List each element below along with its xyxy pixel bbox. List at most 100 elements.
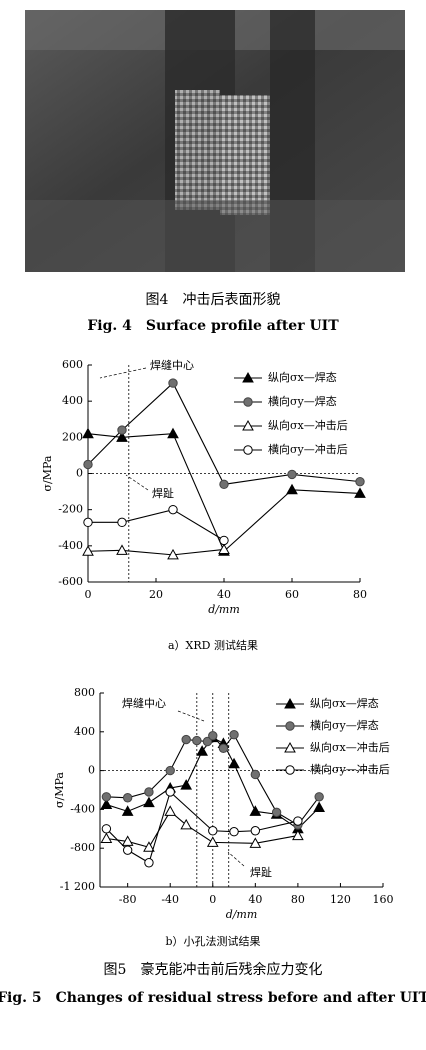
marker — [101, 792, 112, 802]
x-tick-label: 80 — [291, 893, 305, 906]
x-tick-label: 40 — [248, 893, 262, 906]
x-tick-label: 0 — [85, 588, 92, 601]
marker — [100, 832, 113, 843]
series-line — [87, 433, 361, 553]
marker — [144, 858, 154, 868]
marker — [165, 765, 175, 776]
x-tick-label: -80 — [119, 893, 137, 906]
y-tick-label: 800 — [74, 686, 95, 699]
figure-caption-en: Fig. 5 Changes of residual stress before… — [0, 990, 426, 1006]
x-tick-label: 0 — [209, 893, 216, 906]
y-tick-label: 0 — [76, 467, 83, 480]
marker — [208, 826, 218, 836]
marker — [287, 469, 297, 480]
x-tick-label: 160 — [373, 893, 394, 906]
x-tick-label: 80 — [353, 588, 367, 601]
marker — [180, 779, 193, 790]
chart: -600 -400 -200 0 200 400 600 0 20 40 60 80 d/mm σ/MPa… — [41, 358, 367, 652]
marker — [143, 841, 155, 852]
marker — [229, 730, 239, 740]
legend-marker — [242, 419, 254, 431]
legend-label: 横向σy—冲击后 — [310, 762, 390, 776]
marker — [286, 483, 298, 495]
figure-caption: 图4 冲击后表面形貌 — [146, 292, 281, 308]
marker — [82, 545, 94, 556]
marker — [168, 378, 178, 388]
y-tick-label: 600 — [62, 358, 83, 371]
marker — [181, 734, 191, 745]
x-tick-label: 20 — [149, 588, 163, 601]
y-tick-label: -200 — [58, 503, 83, 516]
legend-marker — [284, 741, 296, 753]
figure-caption: 图5 豪克能冲击前后残余应力变化 — [104, 961, 323, 978]
marker — [167, 548, 179, 560]
annotation-arrow — [125, 474, 149, 491]
marker — [180, 818, 193, 830]
marker — [83, 517, 93, 528]
surface-photo — [25, 10, 405, 272]
marker — [355, 476, 365, 487]
legend-marker — [285, 721, 295, 731]
x-tick-label: 40 — [217, 588, 231, 601]
legend-marker — [243, 397, 253, 407]
y-tick-label: -400 — [70, 802, 95, 815]
marker — [117, 517, 127, 528]
marker — [271, 807, 282, 818]
marker — [313, 801, 326, 812]
legend-label: 纵向σx—冲击后 — [310, 740, 390, 754]
marker — [143, 796, 155, 808]
marker — [196, 745, 208, 756]
legend-marker — [242, 371, 254, 383]
y-axis-label: σ/MPa — [53, 772, 66, 808]
marker — [164, 805, 177, 816]
marker — [101, 824, 112, 834]
annotation-arrow — [99, 367, 147, 379]
series-line — [87, 548, 225, 556]
subcaption: b）小孔法测试结果 — [165, 934, 260, 948]
marker — [249, 837, 262, 848]
marker — [116, 544, 128, 555]
marker — [144, 787, 154, 797]
marker — [82, 427, 94, 439]
marker — [208, 730, 218, 741]
marker — [100, 798, 113, 810]
marker — [250, 826, 261, 836]
marker — [228, 757, 240, 769]
marker — [121, 805, 134, 816]
legend-marker — [285, 765, 295, 775]
marker — [293, 816, 303, 826]
marker — [168, 504, 178, 515]
x-axis-label: d/mm — [226, 908, 258, 921]
series-line — [87, 382, 361, 485]
legend-label: 横向σy—焊态 — [268, 394, 337, 408]
marker — [206, 836, 219, 847]
marker — [122, 845, 133, 855]
marker — [250, 769, 261, 780]
marker — [219, 479, 229, 490]
marker — [219, 535, 229, 546]
marker — [354, 487, 366, 498]
annotation-arrow — [177, 710, 205, 722]
marker — [249, 805, 262, 816]
marker — [292, 829, 304, 841]
subcaption: a）XRD 测试结果 — [168, 639, 258, 652]
y-tick-label: -800 — [70, 841, 95, 854]
marker — [218, 543, 230, 554]
legend-label: 横向σy—焊态 — [310, 718, 379, 732]
legend-marker — [284, 697, 296, 709]
y-tick-label: 400 — [62, 394, 83, 407]
y-tick-label: 200 — [62, 430, 83, 443]
x-tick-label: 120 — [330, 893, 351, 906]
y-axis-label: σ/MPa — [41, 455, 54, 491]
series-line — [105, 790, 299, 864]
marker — [83, 459, 93, 470]
y-tick-label: -1 200 — [60, 880, 95, 893]
annotation: 焊缝中心 — [150, 358, 194, 372]
legend-label: 纵向σx—冲击后 — [268, 418, 348, 432]
series-line — [106, 810, 298, 848]
marker — [122, 793, 133, 803]
marker — [314, 792, 324, 802]
figure-caption-en: Fig. 4 Surface profile after UIT — [87, 318, 339, 334]
